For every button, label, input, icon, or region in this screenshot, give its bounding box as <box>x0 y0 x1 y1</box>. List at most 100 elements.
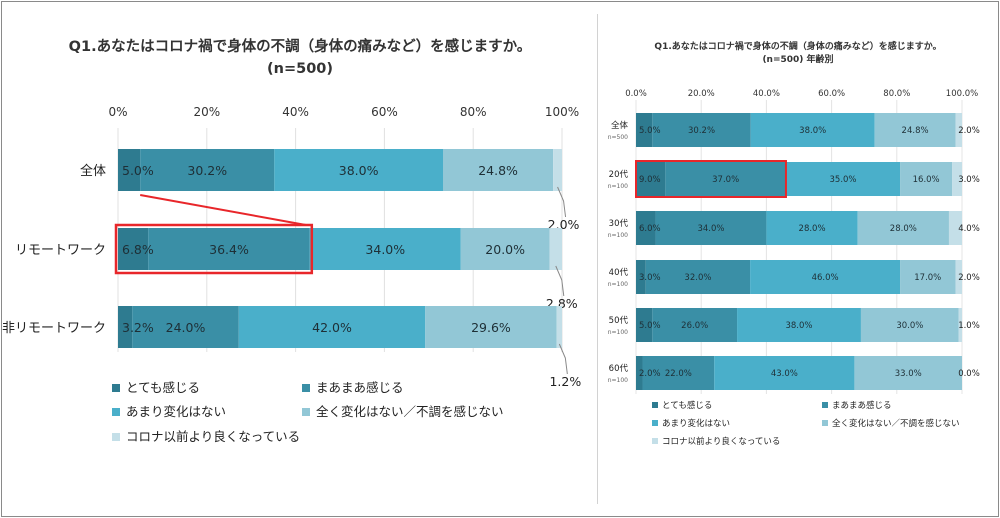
data-label: 1.2% <box>549 374 581 389</box>
category-note: n=100 <box>608 329 628 336</box>
bar-segment <box>425 306 557 348</box>
legend-label: コロナ以前より良くなっている <box>662 436 780 447</box>
legend-swatch <box>302 384 310 392</box>
x-tick-label: 100% <box>545 105 579 119</box>
data-label: 38.0% <box>339 163 379 178</box>
bar-segment <box>636 356 643 390</box>
legend-swatch <box>822 402 828 408</box>
bar-segment <box>553 149 562 191</box>
bar-segment <box>665 162 786 196</box>
data-label: 22.0% <box>665 369 692 379</box>
bar-segment <box>636 113 653 147</box>
bar-segment <box>636 260 646 294</box>
data-label: 24.8% <box>902 126 929 136</box>
data-label: 5.0% <box>639 321 661 331</box>
bar-segment <box>955 260 962 294</box>
category-label: 20代 <box>609 169 629 180</box>
legend-label: 全く変化はない／不調を感じない <box>316 404 504 419</box>
leader-line <box>555 265 565 297</box>
highlight-box <box>635 160 787 198</box>
bar-segment <box>750 113 875 147</box>
bar-segment <box>860 308 959 342</box>
bar-segment <box>958 308 962 342</box>
x-tick-label: 100.0% <box>946 89 978 99</box>
legend-label: 全く変化はない／不調を感じない <box>832 418 960 429</box>
legend-label: コロナ以前より良くなっている <box>126 429 300 444</box>
data-label: 30.0% <box>896 321 923 331</box>
data-label: 33.0% <box>895 369 922 379</box>
x-tick-label: 80% <box>460 105 487 119</box>
category-note: n=100 <box>608 281 628 288</box>
data-label: 30.2% <box>688 126 715 136</box>
data-label: 1.0% <box>958 321 980 331</box>
x-tick-label: 40.0% <box>753 89 780 99</box>
data-label: 28.0% <box>890 224 917 234</box>
x-tick-label: 0% <box>108 105 127 119</box>
bar-segment <box>118 306 133 348</box>
bar-segment <box>140 149 275 191</box>
bar-segment <box>148 228 310 270</box>
bar-segment <box>750 260 901 294</box>
bar-segment <box>874 113 956 147</box>
data-label: 28.0% <box>799 224 826 234</box>
legend-swatch <box>302 408 310 416</box>
panel-divider <box>597 14 598 504</box>
bar-segment <box>309 228 461 270</box>
data-label: 2.0% <box>639 369 661 379</box>
data-label: 29.6% <box>471 320 511 335</box>
bar-segment <box>854 356 962 390</box>
data-label: 16.0% <box>913 175 940 185</box>
legend-label: とても感じる <box>662 400 712 411</box>
highlight-box <box>114 223 314 275</box>
bar-segment <box>785 162 901 196</box>
data-label: 34.0% <box>697 224 724 234</box>
bar-segment <box>642 356 715 390</box>
x-tick-label: 20.0% <box>688 89 715 99</box>
bar-segment <box>857 211 949 245</box>
data-label: 30.2% <box>187 163 227 178</box>
legend-label: まあまあ感じる <box>832 400 892 411</box>
x-tick-label: 40% <box>282 105 309 119</box>
bar-segment <box>766 211 858 245</box>
data-label: 17.0% <box>914 273 941 283</box>
bar-segment <box>652 113 751 147</box>
bar-segment <box>549 228 562 270</box>
data-label: 5.0% <box>122 163 154 178</box>
highlight-connector <box>140 194 306 226</box>
bar-segment <box>443 149 554 191</box>
bar-segment <box>900 260 956 294</box>
bar-segment <box>652 308 738 342</box>
category-label: リモートワーク <box>15 243 106 258</box>
bar-segment <box>238 306 426 348</box>
right-chart-title: Q1.あなたはコロナ禍で身体の不調（身体の痛みなど）を感じますか。 <box>654 40 941 52</box>
data-label: 24.8% <box>478 163 518 178</box>
bar-segment <box>714 356 855 390</box>
bar-segment <box>737 308 861 342</box>
legend-swatch <box>822 420 828 426</box>
legend-label: あまり変化はない <box>126 404 226 419</box>
left-chart: Q1.あなたはコロナ禍で身体の不調（身体の痛みなど）を感じますか。 (n=500… <box>2 37 581 444</box>
data-label: 9.0% <box>639 175 661 185</box>
bar-segment <box>955 113 962 147</box>
category-label: 60代 <box>609 363 629 374</box>
data-label: 0.0% <box>958 369 980 379</box>
data-label: 38.0% <box>785 321 812 331</box>
x-tick-label: 20% <box>193 105 220 119</box>
category-note: n=100 <box>608 377 628 384</box>
data-label: 35.0% <box>830 175 857 185</box>
data-label: 3.0% <box>639 273 661 283</box>
leader-line <box>557 186 567 218</box>
bar-segment <box>118 228 149 270</box>
data-label: 2.0% <box>958 126 980 136</box>
bar-segment <box>636 162 666 196</box>
legend-swatch <box>112 384 120 392</box>
data-label: 26.0% <box>681 321 708 331</box>
data-label: 6.0% <box>639 224 661 234</box>
legend-swatch <box>652 420 658 426</box>
category-note: n=500 <box>608 134 628 141</box>
category-label: 30代 <box>609 218 629 229</box>
x-tick-label: 60.0% <box>818 89 845 99</box>
bar-segment <box>636 211 656 245</box>
left-chart-title: Q1.あなたはコロナ禍で身体の不調（身体の痛みなど）を感じますか。 <box>69 37 532 55</box>
